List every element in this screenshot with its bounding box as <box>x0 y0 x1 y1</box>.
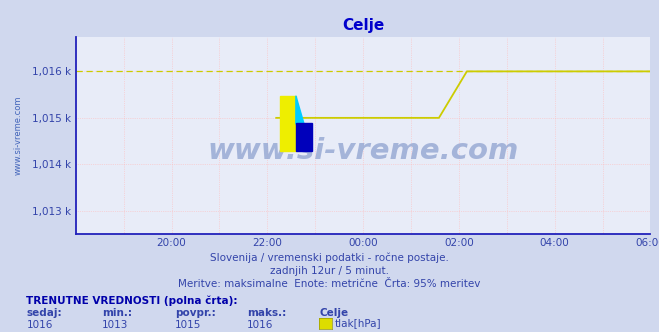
Text: 1013: 1013 <box>102 320 129 330</box>
Polygon shape <box>296 96 312 151</box>
Text: maks.:: maks.: <box>247 308 287 318</box>
Bar <box>296 124 312 151</box>
Text: www.si-vreme.com: www.si-vreme.com <box>208 137 519 165</box>
Text: sedaj:: sedaj: <box>26 308 62 318</box>
Text: www.si-vreme.com: www.si-vreme.com <box>14 96 23 175</box>
Text: min.:: min.: <box>102 308 132 318</box>
Text: Meritve: maksimalne  Enote: metrične  Črta: 95% meritev: Meritve: maksimalne Enote: metrične Črta… <box>179 279 480 289</box>
Title: Celje: Celje <box>342 18 384 33</box>
Text: 1016: 1016 <box>26 320 53 330</box>
Text: 1015: 1015 <box>175 320 201 330</box>
Text: zadnjih 12ur / 5 minut.: zadnjih 12ur / 5 minut. <box>270 266 389 276</box>
Text: Slovenija / vremenski podatki - ročne postaje.: Slovenija / vremenski podatki - ročne po… <box>210 252 449 263</box>
Bar <box>280 96 296 151</box>
Text: tlak[hPa]: tlak[hPa] <box>335 318 382 328</box>
Text: 1016: 1016 <box>247 320 273 330</box>
Text: TRENUTNE VREDNOSTI (polna črta):: TRENUTNE VREDNOSTI (polna črta): <box>26 295 238 306</box>
Text: Celje: Celje <box>320 308 349 318</box>
Text: povpr.:: povpr.: <box>175 308 215 318</box>
